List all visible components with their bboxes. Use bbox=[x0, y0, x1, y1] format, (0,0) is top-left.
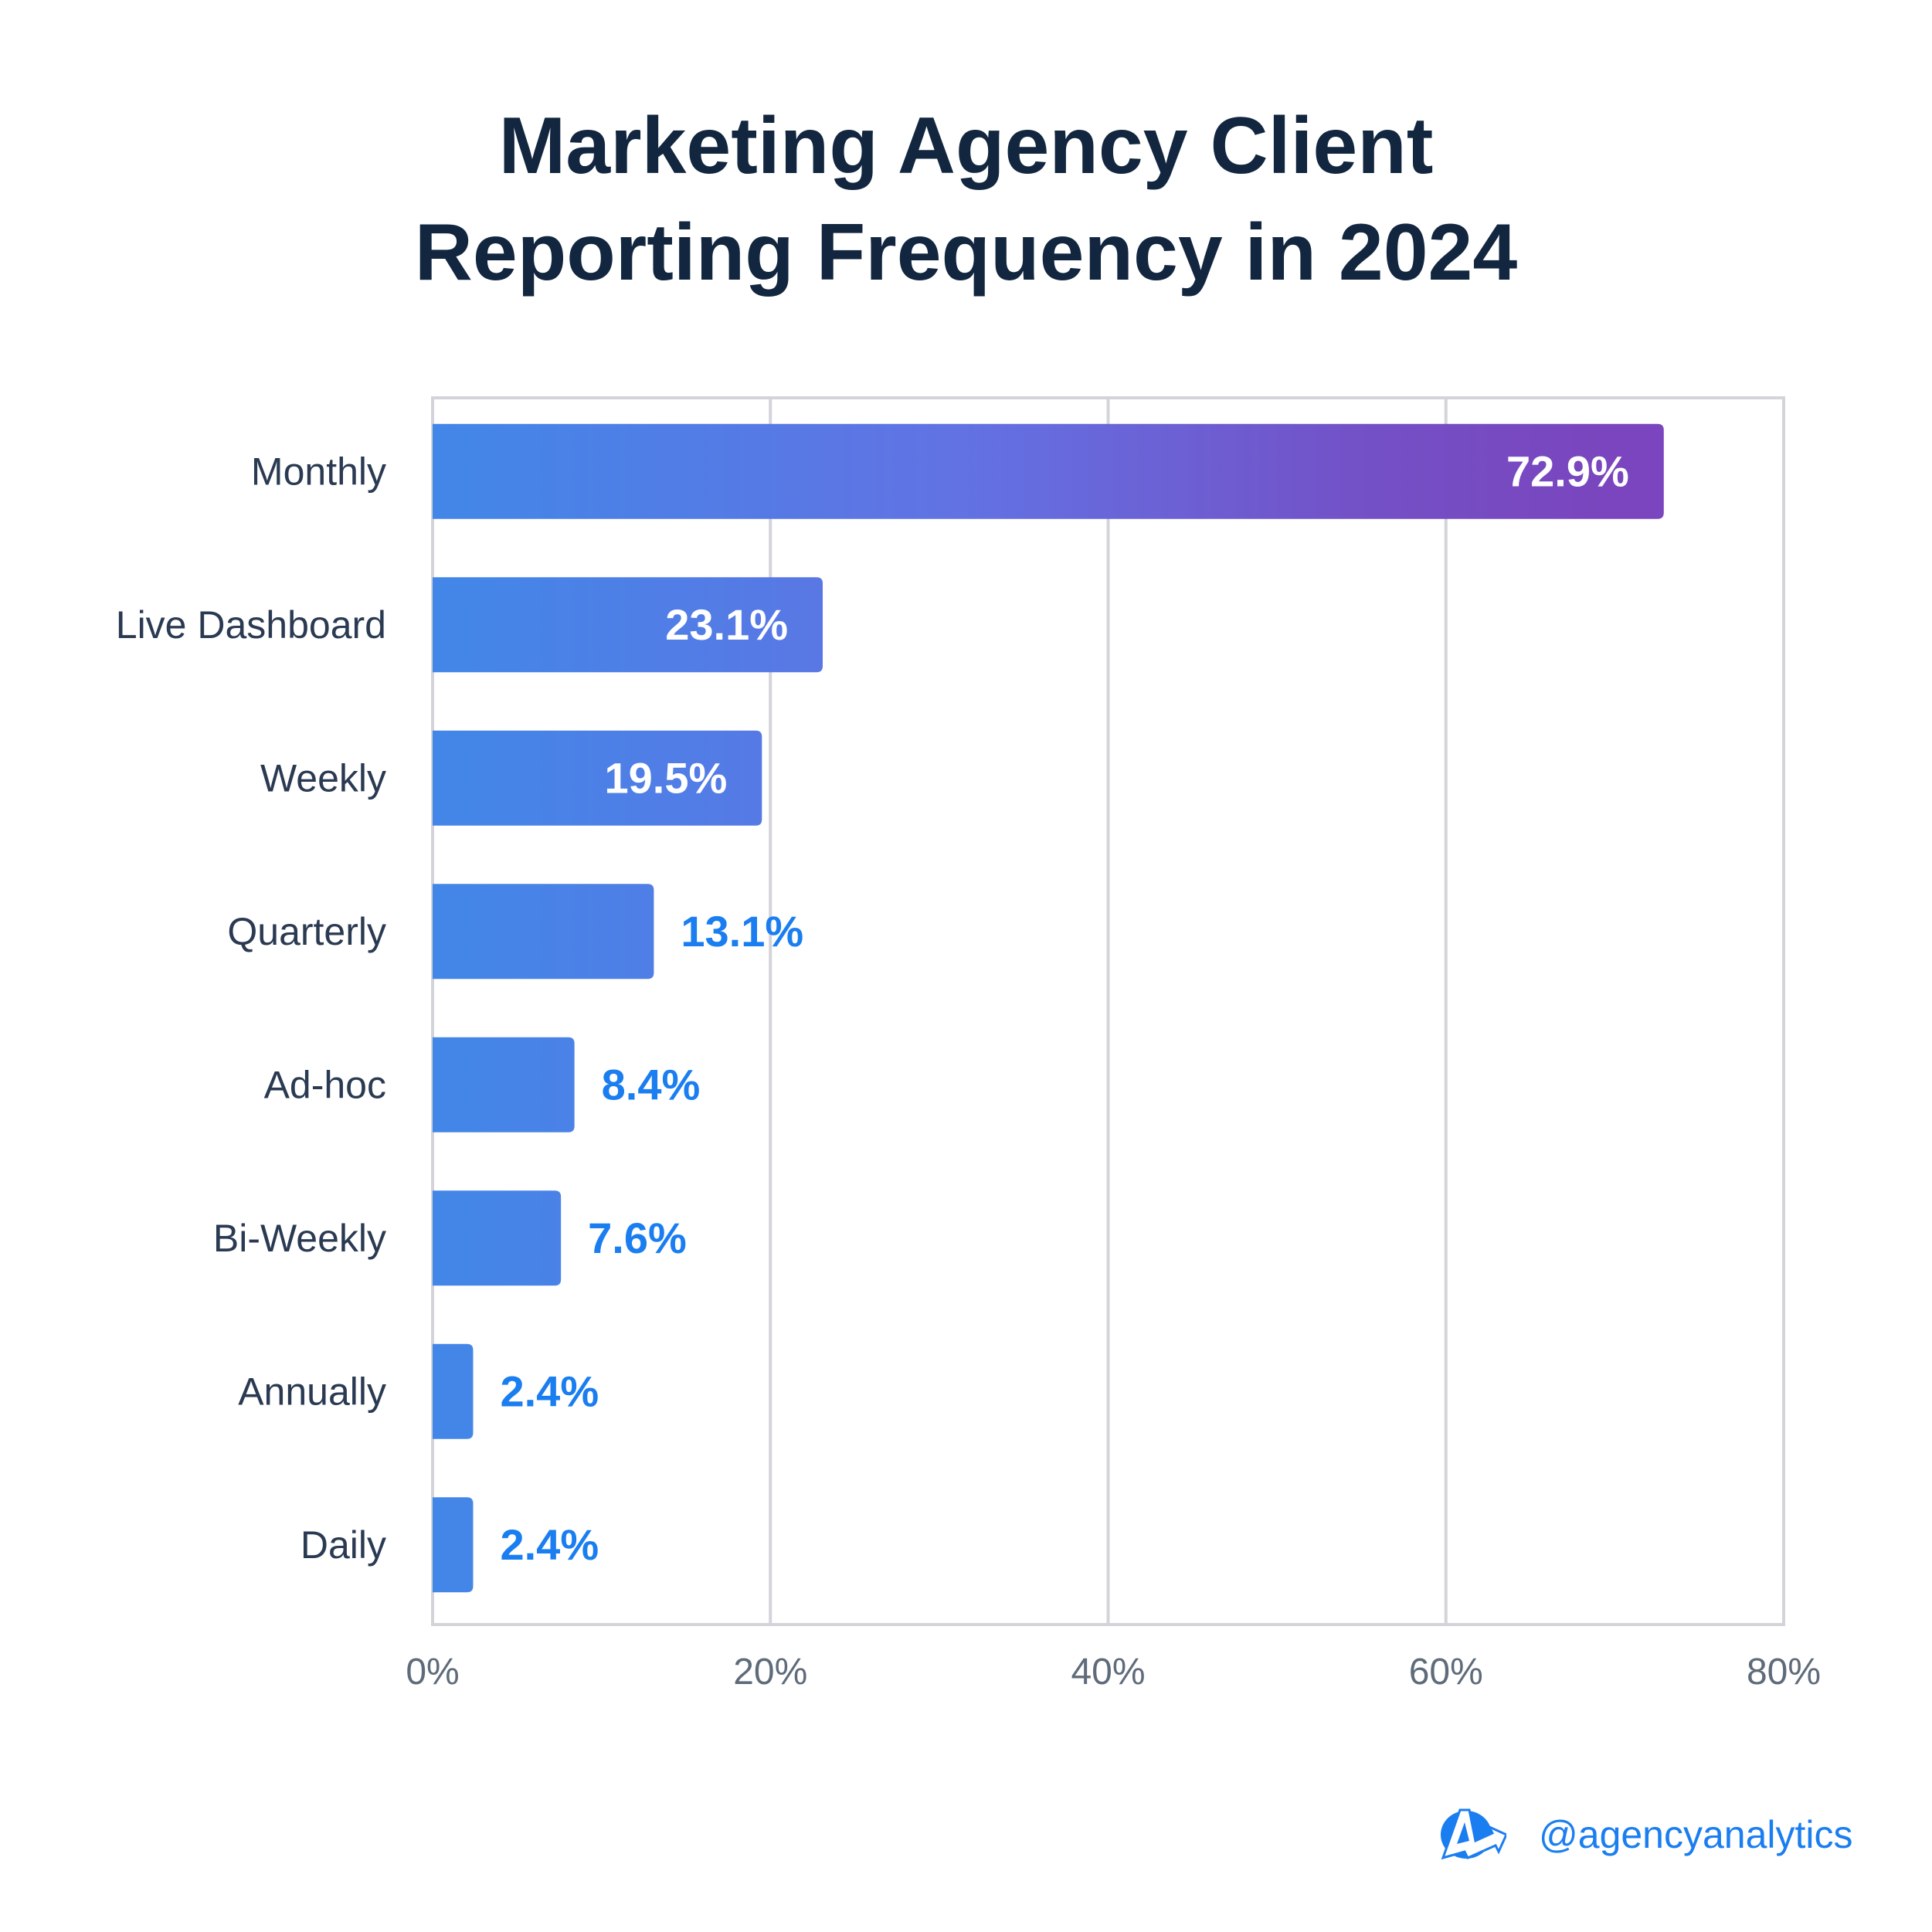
chart-title-line-1: Marketing Agency Client bbox=[498, 101, 1434, 191]
data-label: 2.4% bbox=[500, 1367, 599, 1415]
x-tick-label: 20% bbox=[733, 1652, 807, 1693]
bar bbox=[433, 1497, 474, 1593]
bar bbox=[433, 577, 823, 673]
bar bbox=[433, 423, 1664, 519]
category-label: Annually bbox=[238, 1370, 386, 1413]
bar bbox=[433, 884, 654, 980]
social-handle: @agencyanalytics bbox=[1539, 1813, 1853, 1856]
category-label: Quarterly bbox=[227, 910, 386, 953]
agencyanalytics-logo-icon bbox=[1441, 1808, 1506, 1860]
bar bbox=[433, 1037, 575, 1132]
data-label: 23.1% bbox=[665, 600, 788, 649]
x-tick-label: 80% bbox=[1747, 1652, 1821, 1693]
bar bbox=[433, 730, 762, 826]
chart-title-line-2: Reporting Frequency in 2024 bbox=[414, 208, 1518, 297]
bar bbox=[433, 1343, 474, 1439]
x-tick-label: 40% bbox=[1071, 1652, 1145, 1693]
data-label: 13.1% bbox=[681, 907, 803, 956]
x-tick-label: 0% bbox=[406, 1652, 459, 1693]
category-label: Live Dashboard bbox=[116, 603, 386, 647]
category-label: Weekly bbox=[260, 756, 386, 800]
bar bbox=[433, 1190, 562, 1286]
category-label: Bi-Weekly bbox=[213, 1217, 386, 1260]
brand-footer: @agencyanalytics bbox=[1437, 1804, 1853, 1866]
category-label: Ad-hoc bbox=[264, 1063, 386, 1106]
data-label: 2.4% bbox=[500, 1520, 599, 1569]
data-label: 8.4% bbox=[602, 1060, 701, 1109]
data-label: 7.6% bbox=[588, 1214, 687, 1262]
category-label: Monthly bbox=[251, 450, 386, 493]
data-label: 19.5% bbox=[605, 753, 728, 802]
data-label: 72.9% bbox=[1506, 446, 1629, 495]
x-tick-label: 60% bbox=[1409, 1652, 1483, 1693]
category-label: Daily bbox=[300, 1523, 386, 1567]
chart-title: Marketing Agency Client Reporting Freque… bbox=[0, 93, 1932, 306]
